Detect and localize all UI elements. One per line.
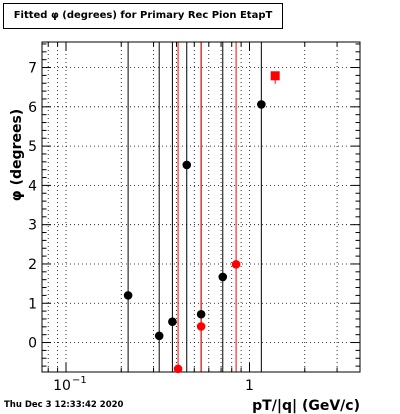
x-tick-label-exponent: −1 [72,375,87,386]
y-tick-label: 0 [28,336,37,352]
y-tick-label: 3 [28,218,37,234]
x-axis-label: pT/|q| (GeV/c) [252,398,360,414]
data-point [196,309,206,319]
y-tick-label: 4 [28,178,37,194]
y-tick-label: 1 [28,296,37,312]
data-point [270,71,280,81]
data-point [182,160,192,170]
x-tick-label: 1 [245,378,254,394]
timestamp: Thu Dec 3 12:33:42 2020 [4,400,124,410]
x-tick-label: 10 [53,378,71,394]
data-point [123,291,133,300]
data-point [154,331,164,341]
grid-layer [42,42,361,372]
y-axis-label: φ (degrees) [9,109,25,201]
points-layer [123,71,280,374]
data-point [218,272,228,282]
y-tick-label: 7 [28,61,37,77]
y-tick-label: 5 [28,139,37,155]
data-point [173,364,183,374]
data-point [196,322,206,331]
y-tick-label: 2 [28,257,37,273]
y-tick-label: 6 [28,100,37,116]
data-point [168,317,177,327]
chart-title: Fitted φ (degrees) for Primary Rec Pion … [13,10,273,21]
tick-layer: 0 1 2 3 4 5 6 7 10 −1 1 [28,42,361,394]
plot-frame [41,41,361,373]
data-point [257,100,266,109]
title-box: Fitted φ (degrees) for Primary Rec Pion … [3,3,283,29]
data-point [231,260,241,269]
